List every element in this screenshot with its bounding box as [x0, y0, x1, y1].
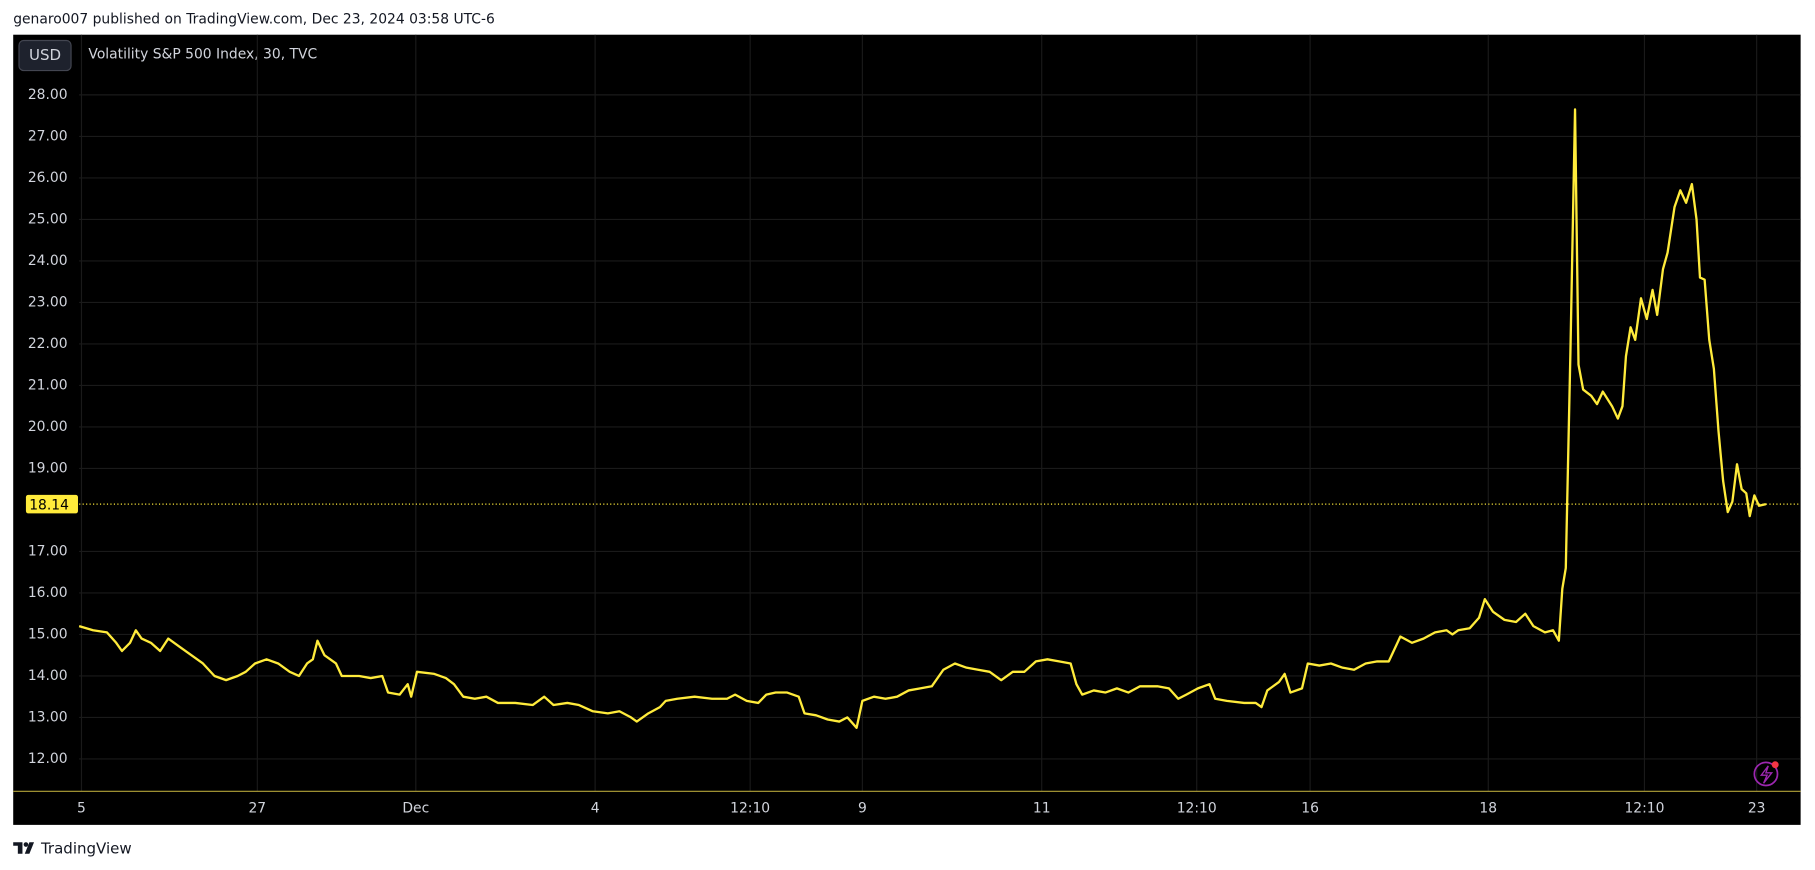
- y-tick-label: 17.00: [28, 543, 68, 559]
- y-tick-label: 14.00: [28, 668, 68, 684]
- y-tick-label: 25.00: [28, 211, 68, 227]
- logo-dot: [23, 842, 29, 847]
- x-tick-label: 12:10: [1624, 801, 1664, 817]
- y-tick-label: 13.00: [28, 709, 68, 725]
- icon-dot: [1771, 761, 1779, 769]
- x-tick-label: 5: [77, 801, 86, 817]
- y-tick-label: 12.00: [28, 751, 68, 767]
- x-tick-label: 9: [858, 801, 867, 817]
- y-tick-label: 28.00: [28, 87, 68, 103]
- legend-title: Volatility S&P 500 Index, 30, TVC: [88, 46, 317, 62]
- axes: 12.00 13.00 14.00 15.00 16.00 17.00 19.00 20.00…: [13, 87, 1801, 817]
- last-price-badge: [25, 494, 78, 514]
- y-tick-label: 23.00: [28, 294, 68, 310]
- y-tick-label: 27.00: [28, 128, 68, 144]
- logo-mark: [13, 842, 35, 854]
- lightning-icon[interactable]: [1753, 761, 1779, 787]
- grid: [79, 34, 1801, 792]
- y-tick-label: 16.00: [28, 585, 68, 601]
- x-tick-label: 27: [248, 801, 266, 817]
- plot: [78, 108, 1801, 729]
- y-tick-label: 24.00: [28, 253, 68, 269]
- currency: USD: [29, 46, 61, 64]
- icon-bolt: [1759, 765, 1774, 784]
- y-tick-label: 15.00: [28, 626, 68, 642]
- y-tick-label: 19.00: [28, 460, 68, 476]
- x-tick-label: 12:10: [730, 801, 770, 817]
- x-tick-label: Dec: [402, 801, 429, 817]
- x-tick-label: 4: [591, 801, 600, 817]
- header: genaro007 published on TradingView.com, …: [13, 12, 495, 28]
- y-tick-label: 21.00: [28, 377, 68, 393]
- last-price-label: 18.14: [29, 497, 69, 513]
- y-tick-label: 22.00: [28, 336, 68, 352]
- x-tick-label: 16: [1301, 801, 1319, 817]
- x-tick-label: 23: [1748, 801, 1766, 817]
- footer: TradingView: [40, 840, 132, 858]
- chart-panel: [13, 34, 1801, 825]
- y-tick-label: 20.00: [28, 419, 68, 435]
- x-tick-label: 11: [1033, 801, 1051, 817]
- currency-button[interactable]: [18, 39, 72, 72]
- x-tick-label: 12:10: [1177, 801, 1217, 817]
- price-line: [78, 108, 1767, 729]
- x-tick-label: 18: [1479, 801, 1497, 817]
- logo: [13, 842, 35, 854]
- y-tick-label: 26.00: [28, 170, 68, 186]
- icon-ring: [1753, 761, 1779, 787]
